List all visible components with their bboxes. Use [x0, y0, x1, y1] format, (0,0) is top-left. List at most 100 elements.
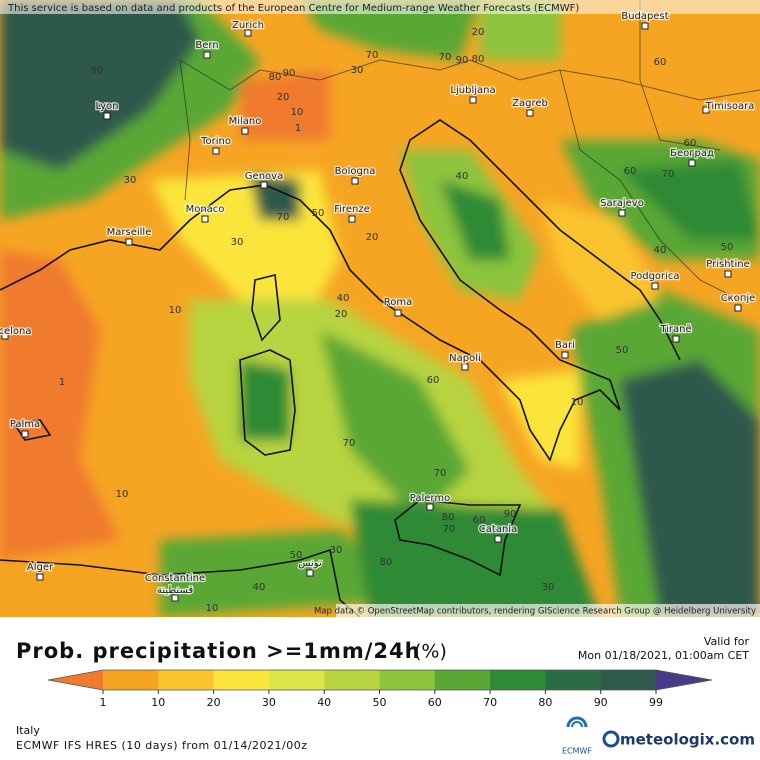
probability-fields — [0, 0, 760, 617]
city-label: Monaco — [186, 204, 225, 215]
valid-label: Valid for — [704, 635, 750, 648]
city-marker — [260, 181, 268, 189]
city-label: Bern — [195, 40, 218, 51]
city-label: تونس — [298, 558, 322, 569]
city-label: Ljubljana — [450, 85, 495, 96]
city-label: Budapest — [621, 11, 668, 22]
city-marker — [171, 594, 179, 602]
city-label: قسنطينة — [157, 585, 194, 596]
city-marker — [306, 569, 314, 577]
city-label: Alger — [27, 562, 54, 573]
contour-label: 70 — [434, 468, 447, 479]
contour-label: 40 — [456, 171, 469, 182]
colorbar-segment — [103, 670, 159, 690]
contour-label: 1 — [295, 123, 301, 134]
city-marker — [702, 106, 710, 114]
attribution-bg — [0, 0, 760, 14]
city-label: Timisoara — [705, 101, 755, 112]
meteologix-logo[interactable]: meteologix.com — [602, 730, 755, 749]
colorbar-tick-label: 10 — [151, 696, 165, 709]
city-label: Milano — [229, 116, 262, 127]
colorbar-tick-label: 50 — [373, 696, 387, 709]
contour-label: 60 — [473, 515, 486, 526]
colorbar-segment — [379, 670, 436, 690]
contour-label: 50 — [290, 550, 303, 561]
ecmwf-text: ECMWF — [562, 747, 592, 756]
city-marker — [526, 109, 534, 117]
city-label: Zurich — [232, 20, 264, 31]
colorbar-tick-label: 20 — [207, 696, 221, 709]
city-marker — [426, 503, 434, 511]
contour-label: 90 — [91, 65, 104, 76]
contour-label: 70 — [662, 169, 675, 180]
colorbar-tick-label: 40 — [317, 696, 331, 709]
map: This service is based on data and produc… — [0, 0, 760, 617]
colorbar: 1 10 20 30 40 50 60 70 80 90 99 — [47, 669, 713, 709]
city-label: Catania — [479, 524, 517, 535]
city-marker — [641, 22, 649, 30]
legend-title: Prob. precipitation >=1mm/24h — [16, 639, 421, 663]
city-marker — [688, 159, 696, 167]
city-label: Palma — [10, 419, 40, 430]
credit: Map data © OpenStreetMap contributors, r… — [314, 607, 756, 617]
city-label: Roma — [384, 297, 413, 308]
colorbar-segment — [268, 670, 325, 690]
legend-panel: Prob. precipitation >=1mm/24h (%) Valid … — [16, 635, 755, 756]
colorbar-low-arrow — [48, 670, 103, 690]
city-marker — [734, 304, 742, 312]
colorbar-tick-label: 99 — [649, 696, 663, 709]
city-marker — [351, 177, 359, 185]
colorbar-segment — [545, 670, 602, 690]
contour-label: 40 — [654, 245, 667, 256]
colorbar-segment — [158, 670, 215, 690]
contour-label: 60 — [427, 375, 440, 386]
credit-bg — [336, 604, 760, 617]
contour-label: 40 — [337, 293, 350, 304]
city-label: Београд — [670, 148, 714, 159]
contour-label: 90 — [456, 55, 469, 66]
valid-date: Mon 01/18/2021, 01:00am CET — [578, 649, 749, 662]
contour-label: 70 — [277, 212, 290, 223]
city-marker — [348, 215, 356, 223]
contour-label: 70 — [343, 438, 356, 449]
contour-label: 30 — [124, 175, 137, 186]
city-marker — [103, 112, 111, 120]
contour-label: 80 — [442, 512, 455, 523]
contour-label: 90 — [283, 68, 296, 79]
city-marker — [618, 209, 626, 217]
city-label: Скопје — [721, 292, 756, 304]
colorbar-high-arrow — [656, 670, 712, 690]
contour-label: 30 — [231, 237, 244, 248]
colorbar-segment — [490, 670, 546, 690]
contour-label: 20 — [277, 92, 290, 103]
colorbar-segment — [600, 670, 657, 690]
city-label: Tiranë — [659, 324, 691, 335]
city-marker — [469, 96, 477, 104]
contour-label: 70 — [366, 50, 379, 61]
city-marker — [125, 238, 133, 246]
meteologix-text[interactable]: meteologix.com — [620, 731, 755, 749]
colorbar-tick-label: 90 — [594, 696, 608, 709]
contour-label: 20 — [335, 309, 348, 320]
city-marker — [494, 535, 502, 543]
contour-label: 10 — [206, 603, 219, 614]
contour-label: 10 — [169, 305, 182, 316]
city-label: Lyon — [95, 101, 118, 112]
contour-label: 30 — [542, 582, 555, 593]
city-label: Genova — [245, 171, 283, 182]
legend-unit: (%) — [414, 641, 447, 663]
colorbar-tick-label: 70 — [483, 696, 497, 709]
contour-label: 60 — [684, 138, 697, 149]
contour-label: 40 — [253, 582, 266, 593]
city-label: Napoli — [449, 353, 481, 364]
city-label: Constantine — [145, 573, 205, 584]
city-label: Sarajevo — [600, 198, 644, 209]
city-marker — [461, 363, 469, 371]
city-marker — [36, 573, 44, 581]
city-marker — [203, 51, 211, 59]
borders — [179, 0, 760, 301]
colorbar-tick-label: 80 — [538, 696, 552, 709]
colorbar-segment — [434, 670, 491, 690]
coastlines — [0, 119, 681, 617]
